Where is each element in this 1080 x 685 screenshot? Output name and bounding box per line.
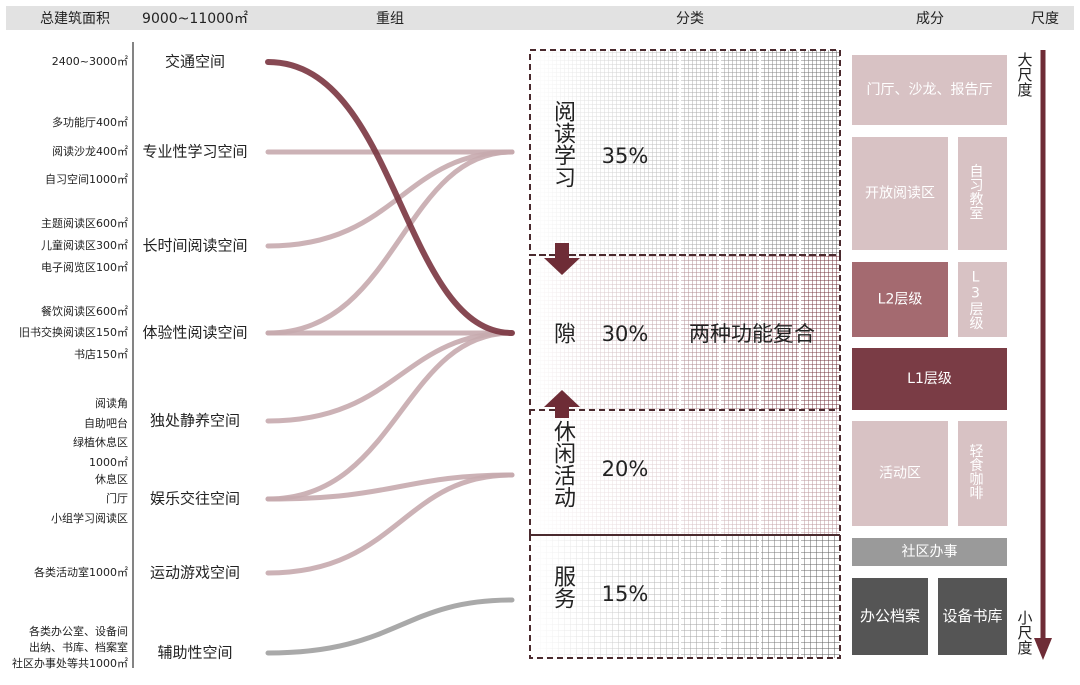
header-label: 尺度 [1031, 11, 1059, 27]
header-label: 成分 [916, 11, 944, 27]
component-label: 开放阅读区 [865, 185, 935, 202]
space-label: 交通空间 [165, 53, 225, 71]
component-label: 设备书库 [942, 607, 1002, 625]
category-fill [530, 410, 840, 535]
flow-curve [265, 149, 515, 249]
scale-label: 大尺度 [1016, 52, 1034, 97]
category-share: 20% [602, 457, 649, 481]
header-label: 9000~11000㎡ [142, 11, 248, 27]
area-item: 社区办事处等共1000㎡ [12, 656, 128, 670]
component-box [958, 421, 1007, 526]
category-fill [530, 50, 840, 255]
category-share: 15% [602, 582, 649, 606]
component-box [852, 55, 1007, 125]
area-item: 多功能厅400㎡ [52, 115, 128, 129]
component-label: 办公档案 [860, 607, 920, 625]
flow-curve [265, 330, 515, 502]
category-fill [530, 255, 840, 410]
area-item: 门厅 [106, 491, 128, 505]
space-label: 体验性阅读空间 [142, 324, 247, 342]
area-item: 电子阅览区100㎡ [41, 260, 128, 274]
space-label: 辅助性空间 [157, 644, 232, 662]
header-bar [6, 6, 1074, 30]
area-item: 休息区 [95, 472, 128, 486]
flow-curve [265, 330, 515, 424]
area-item: 各类办公室、设备间 [29, 624, 128, 638]
area-item: 小组学习阅读区 [51, 511, 128, 525]
area-item: 出纳、书库、档案室 [29, 640, 128, 654]
area-item: 主题阅读区600㎡ [41, 216, 128, 230]
arrow-down [544, 243, 580, 275]
component-box [938, 578, 1007, 655]
area-item: 儿童阅读区300㎡ [41, 238, 128, 252]
flow-curve [265, 59, 515, 336]
category-box [529, 534, 841, 659]
area-item: 阅读沙龙400㎡ [52, 144, 128, 158]
space-label: 娱乐交往空间 [150, 490, 240, 508]
component-box [852, 262, 948, 337]
component-label: L2层级 [878, 292, 923, 308]
component-label: 门厅、沙龙、报告厅 [867, 82, 993, 98]
space-label: 长时间阅读空间 [142, 237, 247, 255]
component-box [852, 137, 948, 250]
space-label: 独处静养空间 [150, 412, 240, 430]
category-name: 隙 [550, 322, 575, 344]
category-name: 休闲活动 [550, 420, 576, 508]
header-label: 重组 [376, 11, 404, 27]
scale-arrowhead [1034, 638, 1052, 660]
area-item: 绿植休息区 [73, 435, 128, 449]
component-box [852, 421, 948, 526]
category-share: 30% [602, 322, 649, 346]
header-label: 总建筑面积 [40, 11, 110, 27]
component-label: L1层级 [907, 371, 952, 387]
area-item: 自助吧台 [84, 416, 128, 430]
category-fill [530, 535, 840, 658]
flow-curve [265, 149, 515, 336]
component-box [958, 137, 1007, 250]
component-label: 社区办事 [902, 544, 958, 560]
area-item: 1000㎡ [89, 456, 128, 469]
header-label: 分类 [676, 11, 704, 27]
component-box [852, 348, 1007, 410]
area-item: 自习空间1000㎡ [45, 172, 128, 186]
component-label: L3层级 [968, 270, 984, 330]
area-item: 书店150㎡ [74, 347, 128, 361]
flow-curve [265, 472, 515, 576]
component-label: 自习教室 [968, 164, 984, 220]
arrow-up [544, 390, 580, 418]
component-box [852, 578, 928, 655]
area-item: 各类活动室1000㎡ [34, 565, 128, 579]
flow-curve [265, 472, 515, 502]
space-label: 专业性学习空间 [142, 143, 247, 161]
category-note: 两种功能复合 [689, 322, 815, 346]
area-item: 2400~3000㎡ [52, 55, 128, 68]
flows [265, 59, 515, 656]
component-box [958, 262, 1007, 337]
area-item: 阅读角 [95, 396, 128, 410]
component-label: 活动区 [879, 466, 921, 482]
category-share: 35% [602, 144, 649, 168]
flow-curve [265, 597, 515, 656]
category-name: 阅读学习 [550, 100, 576, 188]
scale-label: 小尺度 [1016, 610, 1034, 655]
category-box [529, 254, 841, 411]
space-label: 运动游戏空间 [150, 564, 240, 582]
area-item: 旧书交换阅读区150㎡ [19, 325, 128, 339]
area-item: 餐饮阅读区600㎡ [41, 304, 128, 318]
component-box [852, 538, 1007, 566]
component-label: 轻食咖啡 [968, 444, 984, 500]
category-name: 服务 [550, 565, 576, 609]
